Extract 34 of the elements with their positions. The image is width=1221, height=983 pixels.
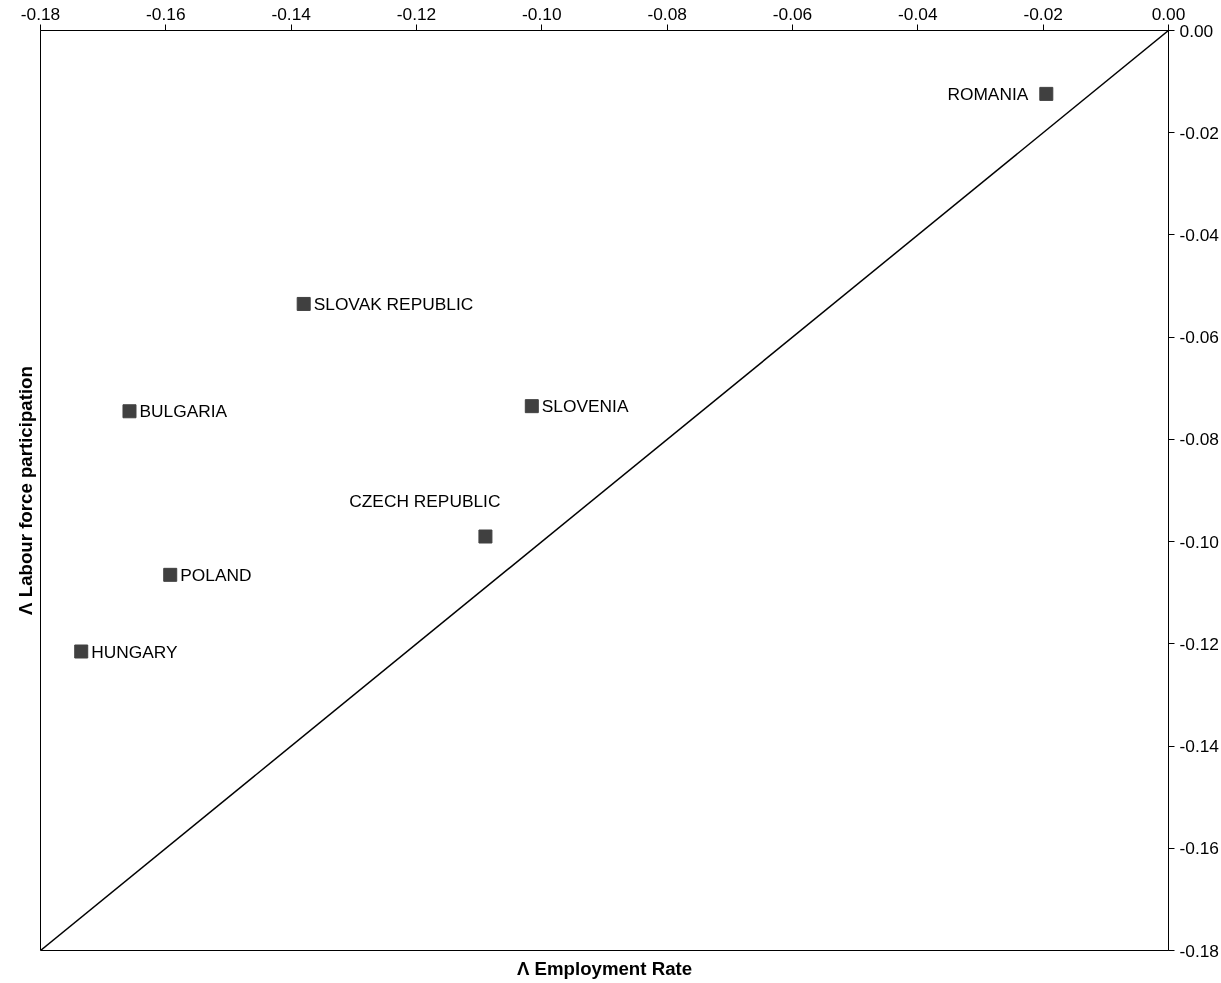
y-tick-label: -0.02: [1179, 122, 1219, 143]
point: [163, 567, 178, 582]
point: [74, 644, 89, 659]
y-tick-label: -0.14: [1179, 736, 1220, 757]
x-axis-title: Λ Employment Rate: [516, 957, 693, 979]
x-tick-label: -0.14: [271, 3, 312, 24]
y-axis-title: Λ Labour force participation: [14, 366, 36, 615]
x-tick-label: -0.16: [146, 3, 186, 24]
y-tick-label: -0.08: [1179, 429, 1219, 450]
y-tick-label: -0.04: [1179, 224, 1220, 245]
x-tick-label: -0.08: [647, 3, 687, 24]
annotation: SLOVAK REPUBLIC: [313, 293, 474, 314]
point: [296, 296, 311, 311]
y-tick-label: -0.10: [1179, 531, 1219, 552]
x-tick-label: -0.06: [772, 3, 813, 24]
annotation: CZECH REPUBLIC: [349, 490, 501, 511]
point: [1039, 86, 1054, 101]
point: [122, 404, 137, 419]
annotation: POLAND: [180, 564, 252, 585]
x-tick-label: -0.02: [1023, 3, 1063, 24]
y-tick-label: -0.18: [1179, 940, 1219, 961]
annotation: ROMANIA: [947, 83, 1029, 104]
y-tick-label: -0.16: [1179, 838, 1219, 859]
x-tick-label: -0.10: [522, 3, 562, 24]
y-tick-label: -0.12: [1179, 633, 1219, 654]
annotation: SLOVENIA: [541, 396, 629, 417]
annotation: HUNGARY: [91, 641, 179, 662]
x-tick-label: -0.12: [396, 3, 437, 24]
x-tick-label: -0.18: [20, 3, 61, 24]
point: [524, 399, 539, 414]
point: [478, 529, 493, 544]
x-tick-label: -0.04: [898, 3, 938, 24]
y-tick-label: -0.06: [1179, 327, 1219, 348]
annotation: BULGARIA: [139, 401, 228, 422]
